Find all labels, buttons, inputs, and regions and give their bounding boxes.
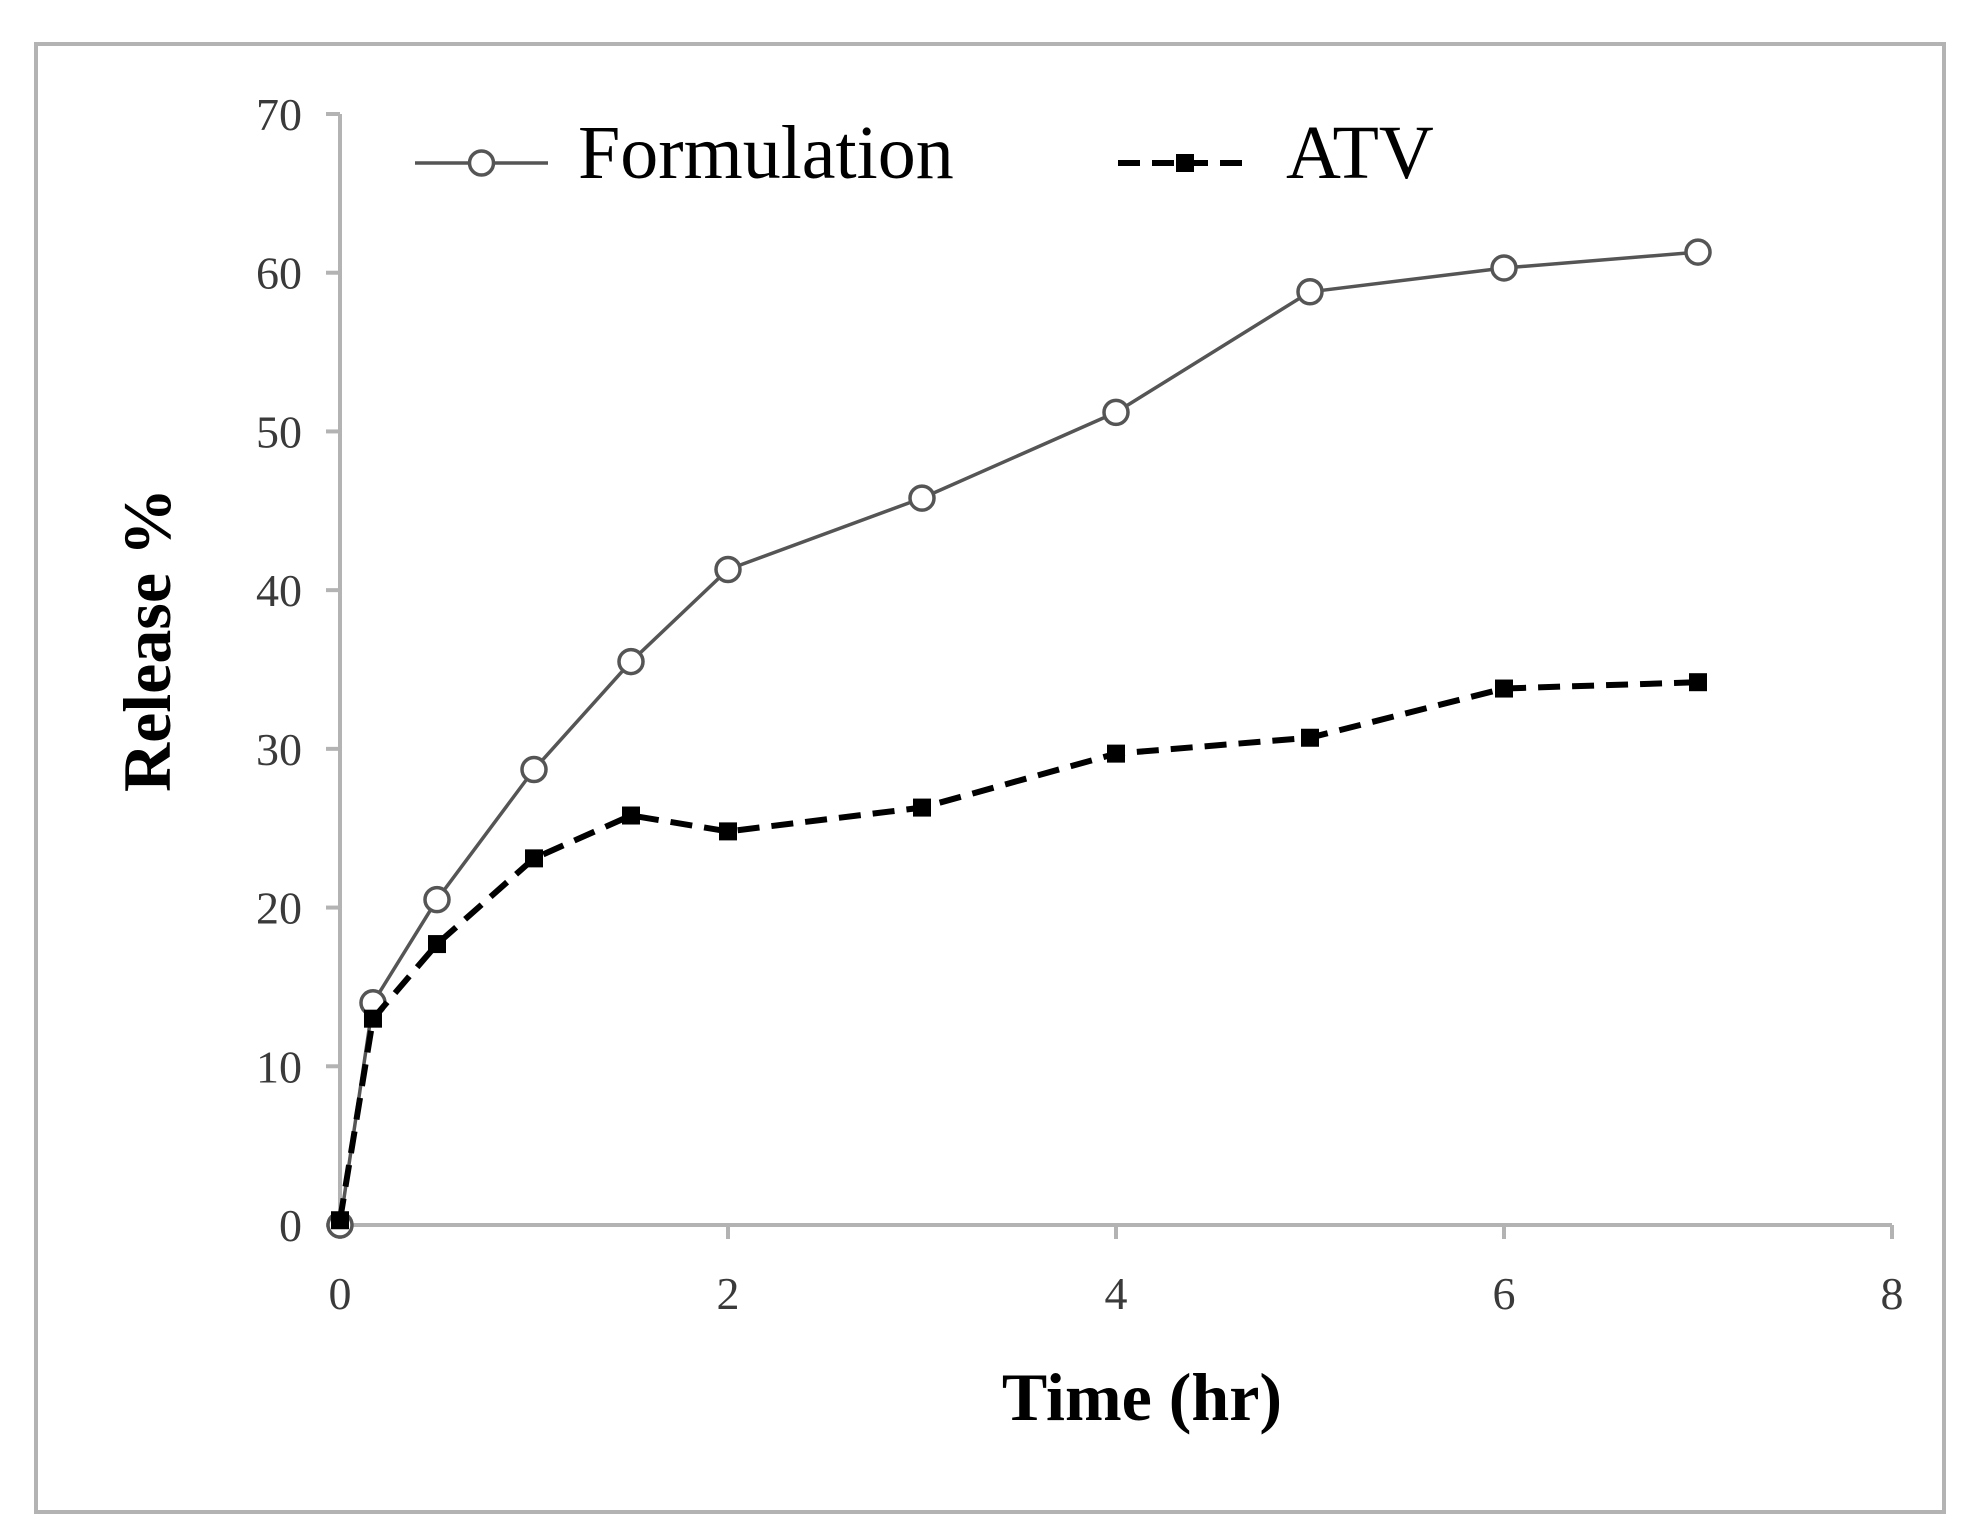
data-point-atv [719, 822, 737, 841]
data-point-atv [1301, 728, 1319, 747]
data-point-formulation [617, 647, 645, 676]
data-point-formulation [908, 484, 936, 512]
y-tick-label: 40 [256, 565, 302, 616]
series-area [326, 238, 1712, 1239]
x-axis-title: Time (hr) [1002, 1359, 1282, 1435]
x-tick-label: 6 [1493, 1268, 1516, 1319]
legend-marker-atv [1176, 154, 1194, 172]
series-atv [331, 673, 1707, 1230]
data-point-atv [525, 849, 543, 868]
y-tick-label: 50 [256, 406, 302, 457]
data-point-atv [1495, 679, 1513, 698]
data-point-formulation [1102, 398, 1130, 427]
data-point-formulation [520, 755, 548, 784]
x-tick-label: 8 [1881, 1268, 1904, 1319]
legend-item-formulation: Formulation [415, 111, 954, 195]
series-formulation [326, 238, 1712, 1239]
y-tick-label: 10 [256, 1041, 302, 1092]
chart-frame [34, 42, 1946, 1514]
data-point-atv [428, 935, 446, 954]
data-point-atv [331, 1211, 349, 1230]
x-tick-label: 0 [329, 1268, 352, 1319]
series-line-atv [337, 679, 1699, 1221]
legend-item-atv: ATV [1118, 111, 1434, 195]
data-point-atv [913, 798, 931, 817]
data-point-formulation [1490, 254, 1518, 282]
data-point-atv [363, 1009, 382, 1028]
y-tick-label: 30 [256, 724, 302, 775]
legend: Formulation ATV [415, 111, 1434, 195]
data-point-formulation [1684, 238, 1712, 266]
y-tick-label: 20 [256, 883, 302, 934]
y-tick-label: 60 [256, 248, 302, 299]
data-point-formulation [1296, 278, 1324, 306]
y-axis-title: Release % [109, 488, 185, 792]
y-tick-label: 0 [279, 1200, 302, 1251]
axes: 0 10 20 30 40 50 60 70 0 2 4 6 8 [256, 89, 1904, 1319]
data-point-atv [622, 806, 640, 825]
y-tick-label: 70 [256, 89, 302, 140]
data-point-atv [1107, 744, 1125, 763]
x-tick-label: 4 [1105, 1268, 1128, 1319]
legend-marker-formulation [467, 149, 496, 177]
data-point-formulation [423, 885, 451, 914]
legend-label-atv: ATV [1286, 111, 1434, 195]
legend-label-formulation: Formulation [578, 111, 954, 195]
x-tick-label: 2 [717, 1268, 740, 1319]
data-point-formulation [714, 555, 742, 584]
data-point-atv [1689, 673, 1707, 692]
